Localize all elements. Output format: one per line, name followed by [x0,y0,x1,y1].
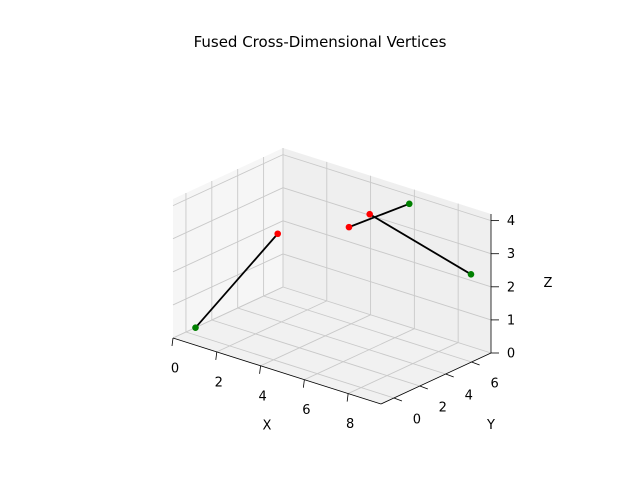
floor-pane [173,287,491,404]
gridline-z-back [282,220,492,288]
y-tick [393,397,403,402]
gridline-y-floor [185,331,395,399]
segment-line-1 [194,233,279,329]
y-tick [471,361,480,366]
x-tick [302,379,305,388]
y-tick [445,373,454,378]
segment-start-point-2 [345,223,353,231]
z-tick-label: 4 [507,214,515,229]
segment-end-point-1 [192,324,199,331]
gridline-z-left [172,253,284,306]
gridline-z-back [282,154,492,222]
segment-end-point-2 [405,200,413,208]
x-tick [346,393,349,402]
segment-end-point-3 [467,270,475,278]
y-axis-label: Y [486,418,495,433]
segment-start-point-3 [366,210,373,218]
gridline-y-floor [237,307,446,375]
y-tick-label: 6 [490,377,498,392]
y-tick [419,385,428,390]
chart-title: Fused Cross-Dimensional Vertices [193,33,447,51]
y-axis-line [380,352,492,405]
x-tick [259,365,261,374]
y-tick-label: 2 [439,401,447,416]
segment-line-3 [369,213,472,276]
x-tick [171,337,174,347]
y-tick-label: 0 [413,413,421,428]
gridline-x-floor [216,300,327,353]
gridline-x-floor [304,328,415,381]
segment-line-2 [348,202,410,228]
left-pane [173,148,283,338]
z-tick-label: 2 [507,280,515,295]
x-axis-line [172,337,382,405]
x-tick-label: 8 [346,417,354,432]
gridline-z-left [172,286,284,339]
z-tick-label: 1 [507,313,515,328]
gridline-z-left [172,154,284,207]
gridline-z-back [282,286,492,354]
gridline-x-floor [347,342,459,394]
gridline-y-floor [263,295,472,363]
x-tick-label: 6 [302,403,310,418]
gridline-x-floor [260,314,371,367]
x-tick-label: 2 [215,375,223,390]
segment-start-point-1 [274,230,282,238]
gridline-z-back [282,253,492,321]
z-tick-label: 3 [507,247,515,262]
x-tick-label: 4 [258,389,266,404]
gridline-z-left [172,187,284,240]
gridline-z-left [172,220,284,273]
x-tick-label: 0 [171,362,179,377]
z-tick-label: 0 [507,347,515,362]
x-tick [215,351,218,360]
gridline-y-floor [211,319,420,387]
gridline-z-back [282,187,492,255]
z-axis-label: Z [544,276,553,291]
back-pane [283,148,491,353]
y-tick-label: 4 [465,389,473,404]
x-axis-label: X [263,419,272,434]
